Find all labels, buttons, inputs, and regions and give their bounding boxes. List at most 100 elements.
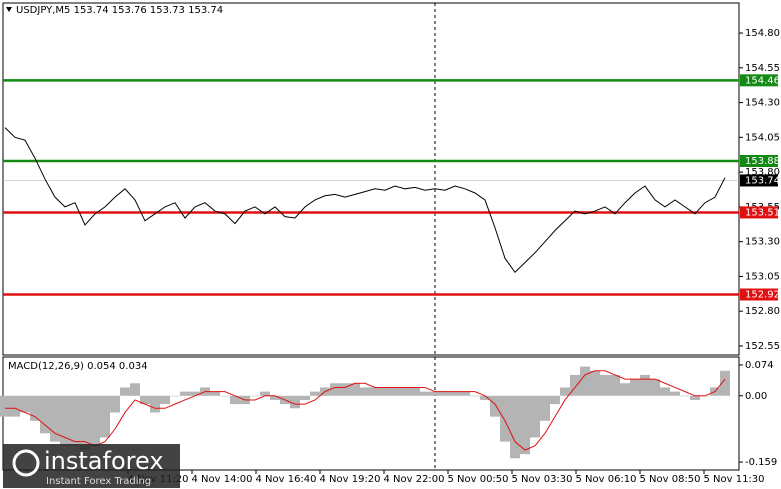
- histogram-bar: [270, 395, 280, 400]
- histogram-bar: [180, 391, 190, 396]
- histogram-bar: [400, 387, 410, 396]
- chart-title-marker: [6, 7, 12, 12]
- histogram-bar: [610, 374, 620, 396]
- histogram-bar: [430, 391, 440, 396]
- level-label: 153.51: [745, 207, 780, 218]
- histogram-bar: [510, 395, 520, 459]
- y-tick-label: 152.80: [745, 306, 780, 317]
- y-tick-label: 153.30: [745, 237, 780, 248]
- histogram-bar: [720, 370, 730, 396]
- histogram-bar: [80, 395, 90, 450]
- title: MACD(12,26,9) 0.054 0.034: [8, 361, 148, 372]
- histogram-bar: [630, 379, 640, 396]
- y-tick-label: 154.55: [745, 63, 780, 74]
- histogram-bar: [30, 395, 40, 421]
- x-tick-label: 5 Nov 08:50: [639, 474, 700, 485]
- watermark-brand: instaforex: [44, 447, 164, 475]
- y-tick-label: 153.80: [745, 167, 780, 178]
- histogram-bar: [170, 395, 180, 397]
- x-tick-label: 5 Nov 11:30: [703, 474, 764, 485]
- y-tick-label: -0.159: [745, 457, 777, 468]
- histogram-bar: [370, 387, 380, 396]
- histogram-bar: [250, 395, 260, 397]
- histogram-bar: [560, 387, 570, 396]
- x-tick-label: 4 Nov 19:20: [319, 474, 380, 485]
- histogram-bar: [20, 395, 30, 413]
- histogram-bar: [260, 391, 270, 396]
- y-tick-label: 154.30: [745, 98, 780, 109]
- histogram-bar: [540, 395, 550, 421]
- histogram-bar: [10, 395, 20, 417]
- histogram-bar: [310, 391, 320, 396]
- histogram-bar: [440, 391, 450, 396]
- last-price-box: [740, 174, 778, 187]
- y-tick-label: 154.80: [745, 28, 780, 39]
- histogram-bar: [160, 395, 170, 405]
- histogram-bar: [50, 395, 60, 442]
- histogram-bar: [150, 395, 160, 413]
- histogram-bar: [390, 387, 400, 396]
- x-tick-label: 4 Nov 16:40: [255, 474, 316, 485]
- histogram-bar: [300, 395, 310, 400]
- title: USDJPY,M5 153.74 153.76 153.73 153.74: [16, 5, 223, 16]
- histogram-bar: [120, 387, 130, 396]
- histogram-bar: [670, 391, 680, 396]
- histogram-bar: [590, 370, 600, 396]
- y-tick-label: 153.05: [745, 271, 780, 282]
- x-tick-label: 5 Nov 03:30: [511, 474, 572, 485]
- histogram-bar: [580, 366, 590, 396]
- histogram-bar: [680, 395, 690, 397]
- x-tick-label: 5 Nov 00:50: [447, 474, 508, 485]
- level-box: [740, 154, 778, 167]
- last-price-label: 153.74: [745, 175, 780, 186]
- histogram-bar: [570, 374, 580, 396]
- histogram-bar: [600, 374, 610, 396]
- histogram-bar: [690, 395, 700, 400]
- histogram-bar: [190, 391, 200, 396]
- y-tick-label: 0.074: [745, 360, 774, 371]
- y-tick-label: 152.55: [745, 341, 780, 352]
- signal-line: [5, 370, 726, 451]
- histogram-bar: [470, 395, 480, 397]
- histogram-bar: [90, 395, 100, 446]
- histogram-bar: [660, 387, 670, 396]
- histogram-bar: [110, 395, 120, 413]
- level-box: [740, 74, 778, 87]
- price-line: [4, 127, 726, 274]
- histogram-bar: [330, 383, 340, 396]
- histogram-bar: [550, 395, 560, 405]
- histogram-bar: [420, 391, 430, 396]
- level-box: [740, 206, 778, 219]
- histogram-bar: [220, 395, 230, 397]
- histogram-bar: [410, 387, 420, 396]
- histogram-bar: [460, 391, 470, 396]
- histogram-bar: [520, 395, 530, 455]
- histogram-bar: [530, 395, 540, 438]
- histogram-bar: [620, 383, 630, 396]
- histogram-bar: [650, 379, 660, 396]
- level-label: 152.92: [745, 290, 780, 301]
- histogram-bar: [360, 387, 370, 396]
- level-box: [740, 288, 778, 301]
- level-label: 153.88: [745, 156, 780, 167]
- level-label: 154.46: [745, 75, 780, 86]
- price-panel: [2, 2, 740, 356]
- histogram-bar: [490, 395, 500, 417]
- histogram-bar: [230, 395, 240, 405]
- x-tick-label: 4 Nov 14:00: [191, 474, 252, 485]
- x-tick-label: 4 Nov 22:00: [383, 474, 444, 485]
- histogram-bar: [290, 395, 300, 409]
- histogram-bar: [210, 391, 220, 396]
- histogram-bar: [340, 383, 350, 396]
- histogram-bar: [380, 387, 390, 396]
- watermark-logo: [12, 449, 40, 477]
- histogram-bar: [100, 395, 110, 438]
- watermark-tagline: Instant Forex Trading: [46, 476, 151, 487]
- histogram-bar: [140, 395, 150, 405]
- histogram-bar: [0, 395, 10, 417]
- histogram-bar: [450, 391, 460, 396]
- x-tick-label: 5 Nov 06:10: [575, 474, 636, 485]
- histogram-bar: [40, 395, 50, 434]
- histogram-bar: [350, 383, 360, 396]
